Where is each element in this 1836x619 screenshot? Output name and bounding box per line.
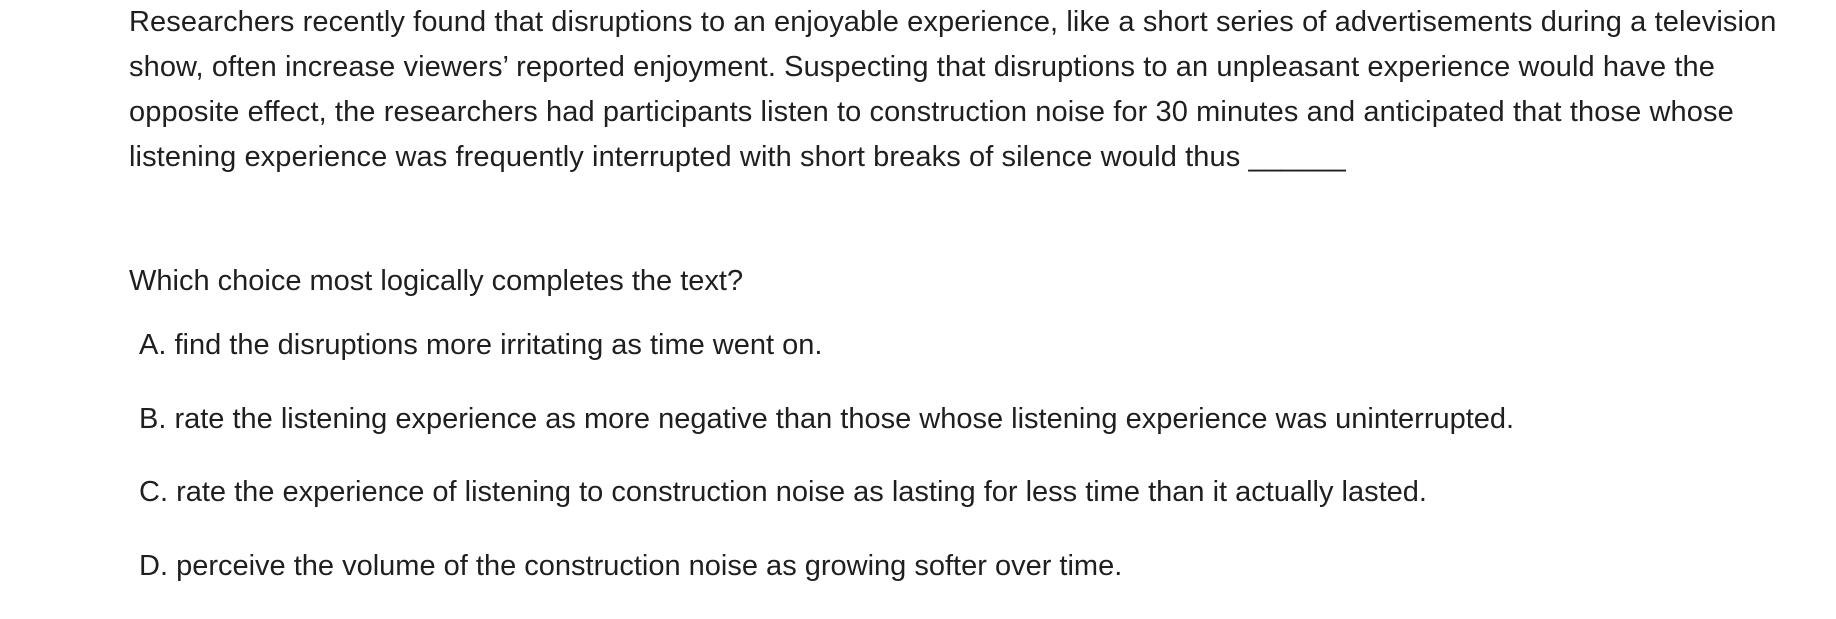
answer-blank: ______ xyxy=(1248,141,1346,173)
answer-choices: A. find the disruptions more irritating … xyxy=(139,325,1799,619)
choice-text: perceive the volume of the construction … xyxy=(176,549,1123,582)
choice-letter: D. xyxy=(139,549,168,582)
choice-b[interactable]: B. rate the listening experience as more… xyxy=(139,399,1799,439)
passage-text: Researchers recently found that disrupti… xyxy=(129,6,1777,173)
choice-letter: B. xyxy=(139,402,167,435)
question-content: Researchers recently found that disrupti… xyxy=(129,0,1809,582)
passage: Researchers recently found that disrupti… xyxy=(129,0,1809,180)
choice-text: find the disruptions more irritating as … xyxy=(174,329,823,361)
choice-letter: A. xyxy=(139,329,167,361)
choice-letter: C. xyxy=(139,476,168,508)
choice-c[interactable]: C. rate the experience of listening to c… xyxy=(139,472,1799,512)
choice-text: rate the experience of listening to cons… xyxy=(176,476,1427,508)
choice-text: rate the listening experience as more ne… xyxy=(174,402,1515,435)
question-prompt: Which choice most logically completes th… xyxy=(129,265,744,297)
choice-a[interactable]: A. find the disruptions more irritating … xyxy=(139,325,1799,365)
choice-d[interactable]: D. perceive the volume of the constructi… xyxy=(139,546,1799,586)
